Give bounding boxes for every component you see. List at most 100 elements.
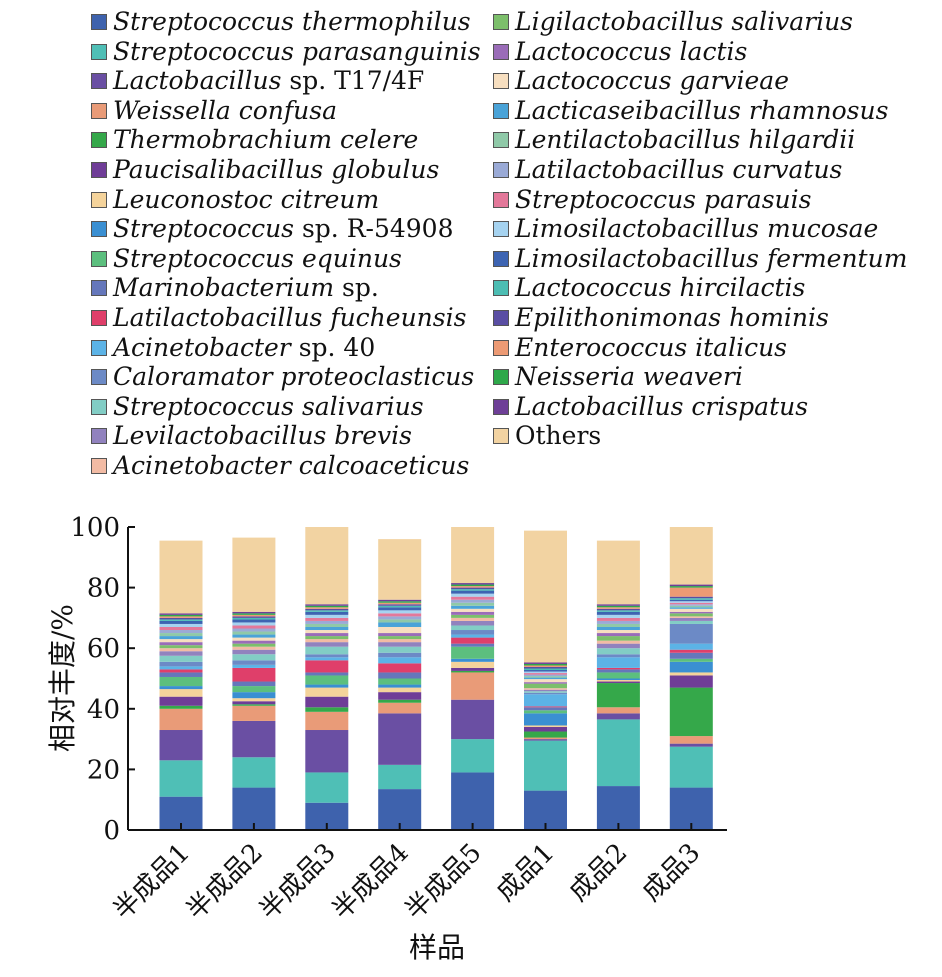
legend-item-streptococcus-equinus: Streptococcus equinus — [91, 244, 402, 273]
bar-segment-lactococcus-hircilactis — [451, 589, 495, 591]
bar-segment-latilactobacillus-fucheunsis — [451, 637, 495, 644]
legend-swatch — [493, 339, 509, 356]
legend-label: Acinetobacter sp. 40 — [113, 332, 376, 362]
legend-swatch — [493, 191, 509, 208]
bar-segment-acinetobacter-calcoaceticus — [669, 616, 713, 618]
bar-segment-streptococcus-parasuis — [232, 625, 276, 629]
bar-segment-lentilactobacillus-hilgardii — [596, 623, 640, 627]
legend-swatch — [91, 14, 107, 30]
bar-segment-lactococcus-garvieae — [378, 626, 422, 634]
bar-segment-acinetobacter-calcoaceticus — [305, 639, 349, 643]
legend-label: Latilactobacillus curvatus — [515, 155, 843, 184]
bar-segment-lactococcus-lactis — [305, 633, 349, 637]
bar-segment-lactobacillus-sp-t17-4f — [669, 743, 713, 747]
legend-swatch — [91, 310, 107, 326]
bar-segment-streptococcus-parasanguinis — [378, 764, 422, 790]
bar-segment-streptococcus-salivarius — [451, 625, 495, 631]
bar-segment-neisseria-weaveri — [159, 614, 203, 617]
bar-segment-streptococcus-equinus — [669, 658, 713, 662]
legend-swatch — [493, 162, 509, 178]
bar-segment-neisseria-weaveri — [305, 605, 349, 608]
bar-segment-lactobacillus-crispatus — [451, 583, 495, 585]
bar-segment-latilactobacillus-fucheunsis — [232, 667, 276, 682]
legend-swatch — [91, 132, 107, 149]
bar-segment-ligilactobacillus-salivarius — [524, 683, 567, 689]
bar-segment-limosilactobacillus-fermentum — [305, 611, 349, 615]
bar-segment-paucisalibacillus-globulus — [596, 681, 640, 684]
bar-segment-lactobacillus-sp-t17-4f — [596, 713, 640, 720]
legend-label: Leuconostoc citreum — [113, 184, 380, 214]
bar-segment-weissella-confusa — [305, 711, 349, 731]
bar-segment-lacticaseibacillus-rhamnosus — [451, 605, 495, 609]
bar-segment-lactobacillus-crispatus — [305, 604, 349, 606]
y-tick-label: 100 — [70, 513, 120, 543]
bar-segment-latilactobacillus-fucheunsis — [378, 663, 422, 673]
bar-segment-others — [305, 527, 349, 605]
bar-segment-lactobacillus-crispatus — [232, 611, 276, 614]
bar-segment-limosilactobacillus-fermentum — [524, 670, 567, 672]
legend-swatch — [91, 162, 107, 178]
legend-swatch — [493, 221, 509, 238]
bar-segment-thermobrachium-celere — [596, 683, 640, 708]
bar-segment-caloramator-proteoclasticus — [596, 654, 640, 658]
bar-segment-marinobacterium-sp — [305, 672, 349, 676]
bar-segment-lactobacillus-crispatus — [159, 613, 203, 615]
bar-segment-streptococcus-parasanguinis — [669, 746, 713, 788]
bar-segment-ligilactobacillus-salivarius — [232, 643, 276, 647]
x-tick-label: 半成品1 — [108, 838, 196, 926]
bar-segment-limosilactobacillus-mucosae — [669, 601, 713, 603]
bar-segment-levilactobacillus-brevis — [378, 642, 422, 647]
bar-segment-lactobacillus-sp-t17-4f — [305, 730, 349, 773]
legend-swatch — [493, 250, 509, 267]
legend-item-limosilactobacillus-fermentum: Limosilactobacillus fermentum — [493, 244, 907, 273]
bar-segment-streptococcus-thermophilus — [596, 786, 640, 830]
bar-stack-8 — [669, 527, 713, 830]
bar-segment-enterococcus-italicus — [378, 602, 422, 605]
legend-label: Thermobrachium celere — [113, 125, 419, 155]
legend-item-streptococcus-salivarius: Streptococcus salivarius — [91, 392, 424, 421]
bar-segment-limosilactobacillus-fermentum — [378, 607, 422, 611]
bar-segment-lactococcus-garvieae — [159, 639, 203, 643]
bar-segment-latilactobacillus-curvatus — [596, 620, 640, 624]
bar-segment-lactococcus-hircilactis — [159, 619, 203, 621]
bar-segment-acinetobacter-sp-40 — [451, 634, 495, 638]
bar-segment-leuconostoc-citreum — [524, 725, 567, 727]
bar-segment-latilactobacillus-curvatus — [451, 599, 495, 603]
bar-segment-lacticaseibacillus-rhamnosus — [232, 634, 276, 638]
bar-stack-2 — [232, 537, 276, 830]
bar-segment-weissella-confusa — [232, 705, 276, 721]
bar-segment-limosilactobacillus-fermentum — [596, 611, 640, 615]
bar-segment-lentilactobacillus-hilgardii — [305, 623, 349, 627]
chart-legend: Streptococcus thermophilus Streptococcus … — [91, 8, 907, 480]
bar-segment-streptococcus-parasanguinis — [451, 739, 495, 773]
x-tick-label: 半成品4 — [327, 838, 415, 926]
bar-segment-streptococcus-parasuis — [669, 602, 713, 605]
bar-segment-latilactobacillus-curvatus — [159, 630, 203, 634]
bar-segment-leuconostoc-citreum — [159, 689, 203, 697]
legend-swatch — [493, 310, 509, 326]
legend-label: Lactococcus hircilactis — [515, 273, 806, 303]
bar-segment-acinetobacter-calcoaceticus — [524, 688, 567, 690]
legend-label: Others — [515, 421, 602, 451]
bar-segment-caloramator-proteoclasticus — [305, 654, 349, 658]
x-tick-label: 成品2 — [564, 838, 634, 908]
bar-segment-latilactobacillus-fucheunsis — [305, 660, 349, 673]
bar-segment-marinobacterium-sp — [378, 672, 422, 679]
y-tick-label: 0 — [103, 816, 120, 846]
bar-segment-lactococcus-lactis — [232, 640, 276, 644]
bar-segment-neisseria-weaveri — [669, 586, 713, 588]
bar-segment-epilithonimonas-hominis — [159, 617, 203, 620]
bar-segment-epilithonimonas-hominis — [378, 604, 422, 606]
bar-segment-streptococcus-equinus — [232, 686, 276, 693]
bar-segment-lacticaseibacillus-rhamnosus — [596, 626, 640, 631]
legend-item-caloramator-proteoclasticus: Caloramator proteoclasticus — [91, 363, 474, 391]
bar-segment-streptococcus-salivarius — [305, 646, 349, 655]
bar-segment-epilithonimonas-hominis — [524, 666, 567, 669]
bar-segment-lactococcus-lactis — [451, 611, 495, 615]
bar-segment-weissella-confusa — [451, 672, 495, 700]
bar-segment-neisseria-weaveri — [596, 605, 640, 608]
bar-segment-lactobacillus-sp-t17-4f — [524, 739, 567, 741]
bar-segment-streptococcus-equinus — [524, 710, 567, 714]
bar-segment-streptococcus-parasanguinis — [305, 772, 349, 803]
bar-segment-streptococcus-parasuis — [596, 617, 640, 621]
